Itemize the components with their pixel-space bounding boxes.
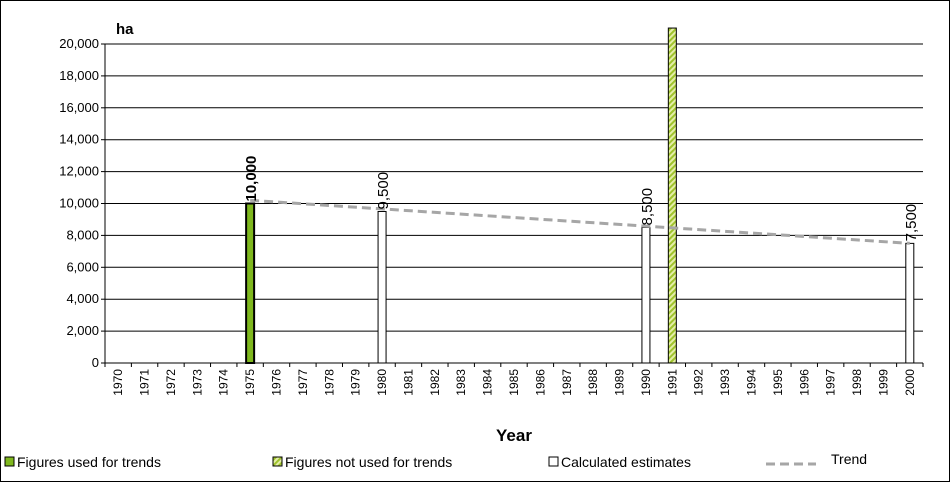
- x-tick-label: 1975: [243, 369, 257, 396]
- y-tick-label: 20,000: [59, 36, 99, 51]
- legend-label: Calculated estimates: [561, 454, 691, 470]
- x-tick-labels: 1970 1971 1972 1973 1974 1975 1976 1977 1978 1979…: [111, 369, 917, 396]
- x-tick-label: 1997: [824, 369, 838, 396]
- y-tick-label: 4,000: [66, 291, 99, 306]
- x-tick-label: 1990: [639, 369, 653, 396]
- y-tick-label: 16,000: [59, 100, 99, 115]
- x-tick-label: 1984: [481, 369, 495, 396]
- bar: [641, 226, 651, 364]
- x-tick-label: 1985: [507, 369, 521, 396]
- x-tick-label: 1993: [718, 369, 732, 396]
- x-tick-label: 1977: [296, 369, 310, 396]
- data-label: 10,000: [243, 156, 260, 202]
- x-tick-label: 1971: [138, 369, 152, 396]
- y-tick-label: 18,000: [59, 68, 99, 83]
- x-tick-label: 1999: [876, 369, 890, 396]
- x-tick-label: 1983: [454, 369, 468, 396]
- data-label: 8,500: [639, 188, 656, 226]
- x-tick-label: 1991: [665, 369, 679, 396]
- y-tick-label: 12,000: [59, 164, 99, 179]
- y-tick-label: 10,000: [59, 196, 99, 211]
- y-tick-label: 14,000: [59, 132, 99, 147]
- x-tick-label: 1970: [111, 369, 125, 396]
- x-tick-label: 1972: [164, 369, 178, 396]
- x-tick-label: 1986: [533, 369, 547, 396]
- bar: [377, 210, 387, 364]
- x-tick-label: 1982: [428, 369, 442, 396]
- x-tick-label: 1992: [692, 369, 706, 396]
- x-tick-label: 1988: [586, 369, 600, 396]
- x-tick-label: 1973: [190, 369, 204, 396]
- x-tick-label: 1994: [744, 369, 758, 396]
- y-axis-unit-label: ha: [116, 21, 134, 38]
- bar-layer: [245, 27, 915, 364]
- x-tick-label: 1995: [771, 369, 785, 396]
- grid-layer: [101, 43, 924, 367]
- legend-swatch: [4, 456, 15, 467]
- y-tick-label: 8,000: [66, 227, 99, 242]
- x-tick-label: 1979: [349, 369, 363, 396]
- y-tick-label: 0: [92, 355, 99, 370]
- x-tick-label: 1974: [217, 369, 231, 396]
- x-tick-label: 1978: [322, 369, 336, 396]
- legend-label: Figures used for trends: [17, 454, 161, 470]
- bar: [905, 242, 915, 364]
- x-tick-label: 1989: [613, 369, 627, 396]
- x-tick-label: 1996: [797, 369, 811, 396]
- x-tick-label: 1980: [375, 369, 389, 396]
- x-tick-label: 2000: [903, 369, 917, 396]
- x-axis-title: Year: [496, 426, 532, 445]
- y-tick-labels: 0 2,000 4,000 6,000 8,000 10,000 12,000 14,000 1…: [59, 36, 99, 370]
- bar: [245, 202, 256, 364]
- trend-line: [250, 198, 910, 245]
- y-tick-label: 2,000: [66, 323, 99, 338]
- axis-layer: [104, 44, 923, 364]
- legend: Figures used for trends Figures not used …: [4, 451, 867, 470]
- legend-swatch: [272, 456, 283, 467]
- legend-swatch: [548, 456, 559, 467]
- y-tick-label: 6,000: [66, 259, 99, 274]
- legend-label: Figures not used for trends: [285, 454, 452, 470]
- data-label: 7,500: [903, 204, 920, 242]
- trend-layer: [250, 198, 910, 245]
- x-tick-label: 1987: [560, 369, 574, 396]
- x-tick-label: 1976: [270, 369, 284, 396]
- data-label: 9,500: [375, 172, 392, 210]
- x-tick-label: 1998: [850, 369, 864, 396]
- bar: [667, 27, 677, 364]
- data-labels: 10,000 9,500 8,500 7,500: [243, 156, 920, 242]
- legend-label: Trend: [831, 451, 867, 467]
- x-tick-label: 1981: [401, 369, 415, 396]
